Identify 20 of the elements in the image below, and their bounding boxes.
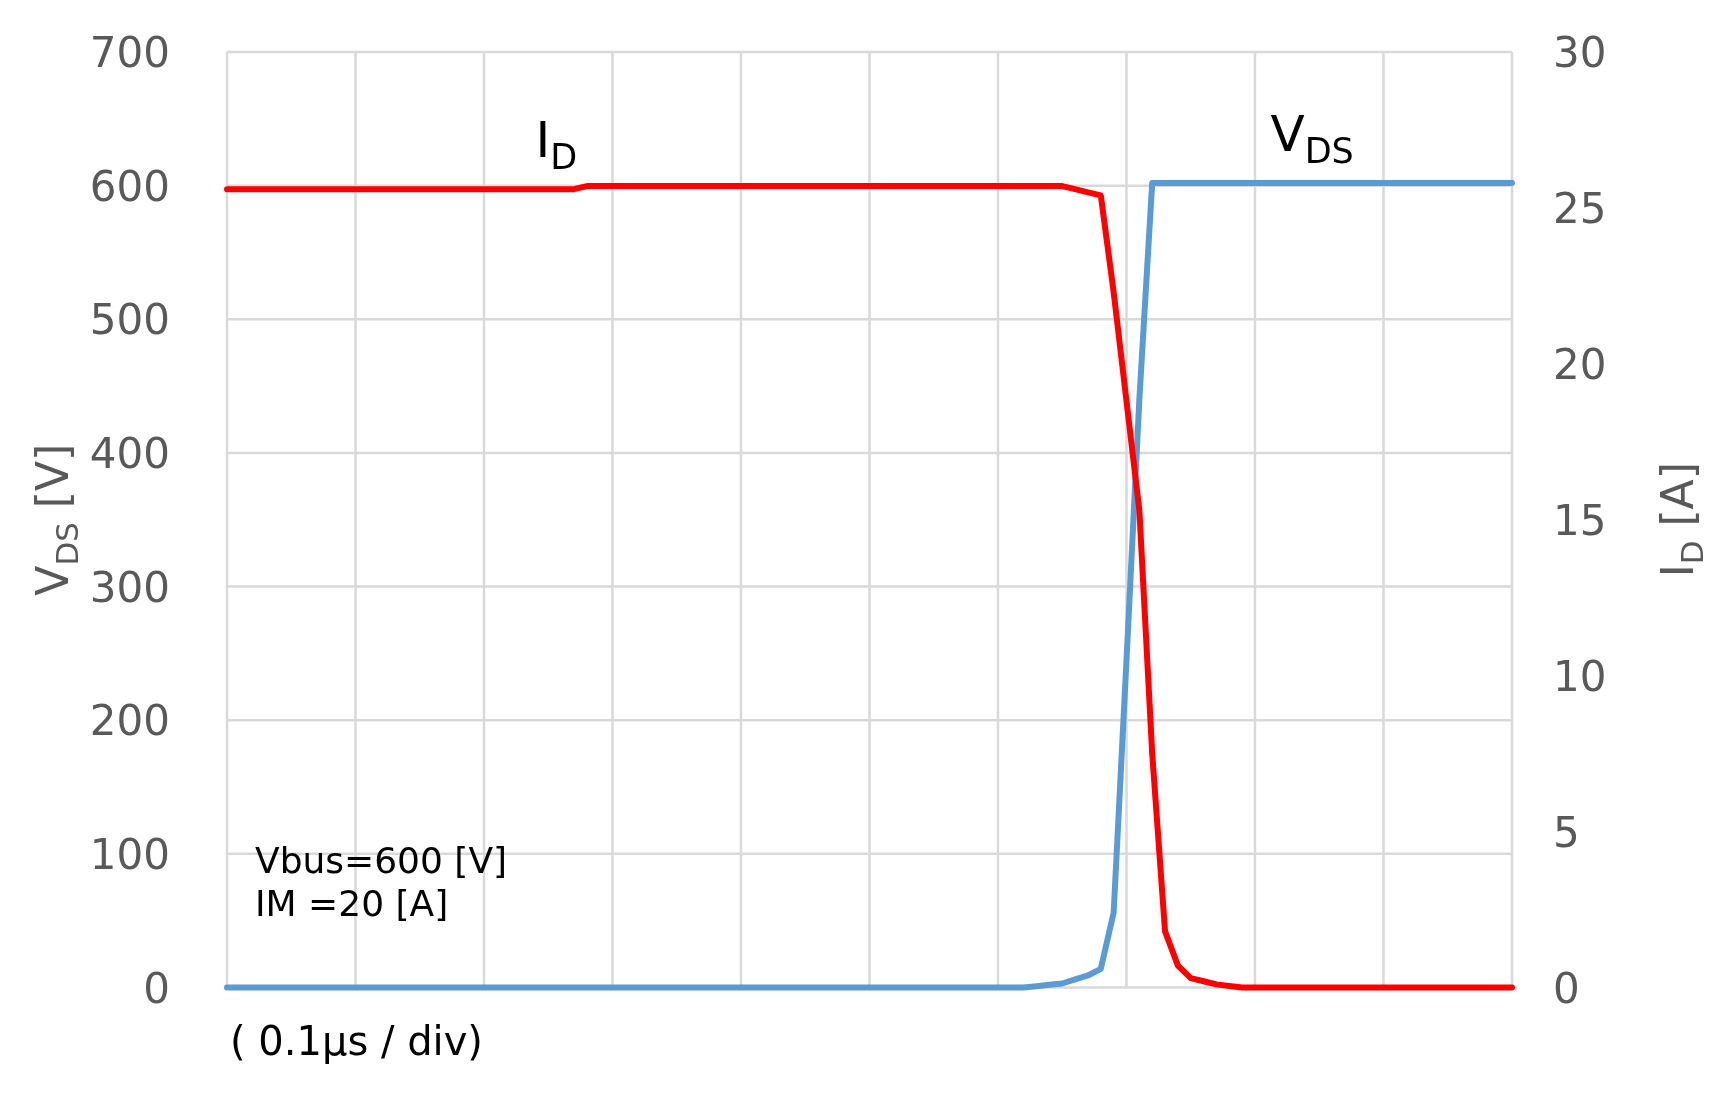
series-label: I$_{D}$ — [535, 111, 578, 177]
y-tick-label: 200 — [89, 696, 170, 746]
y2-tick-label: 0 — [1553, 963, 1580, 1013]
y-tick-label: 0 — [143, 963, 170, 1013]
y-tick-label: 500 — [89, 295, 170, 345]
y2-tick-label: 30 — [1553, 28, 1607, 78]
y2-tick-label: 15 — [1553, 495, 1607, 545]
annotation: Vbus=600 [V] — [255, 840, 508, 881]
y-tick-label: 300 — [89, 562, 170, 612]
y-tick-label: 600 — [89, 161, 170, 211]
x-axis-title: ( 0.1μs / div) — [230, 1018, 483, 1064]
y2-tick-label: 5 — [1553, 807, 1580, 857]
y2-tick-label: 25 — [1553, 184, 1607, 234]
y2-tick-label: 20 — [1553, 339, 1607, 389]
y2-tick-label: 10 — [1553, 651, 1607, 701]
y-tick-label: 400 — [89, 429, 170, 479]
y-tick-label: 700 — [89, 28, 170, 78]
series-label: V$_{DS}$ — [1270, 104, 1354, 171]
annotation: IM =20 [A] — [255, 883, 449, 924]
y-tick-label: 100 — [89, 829, 170, 879]
